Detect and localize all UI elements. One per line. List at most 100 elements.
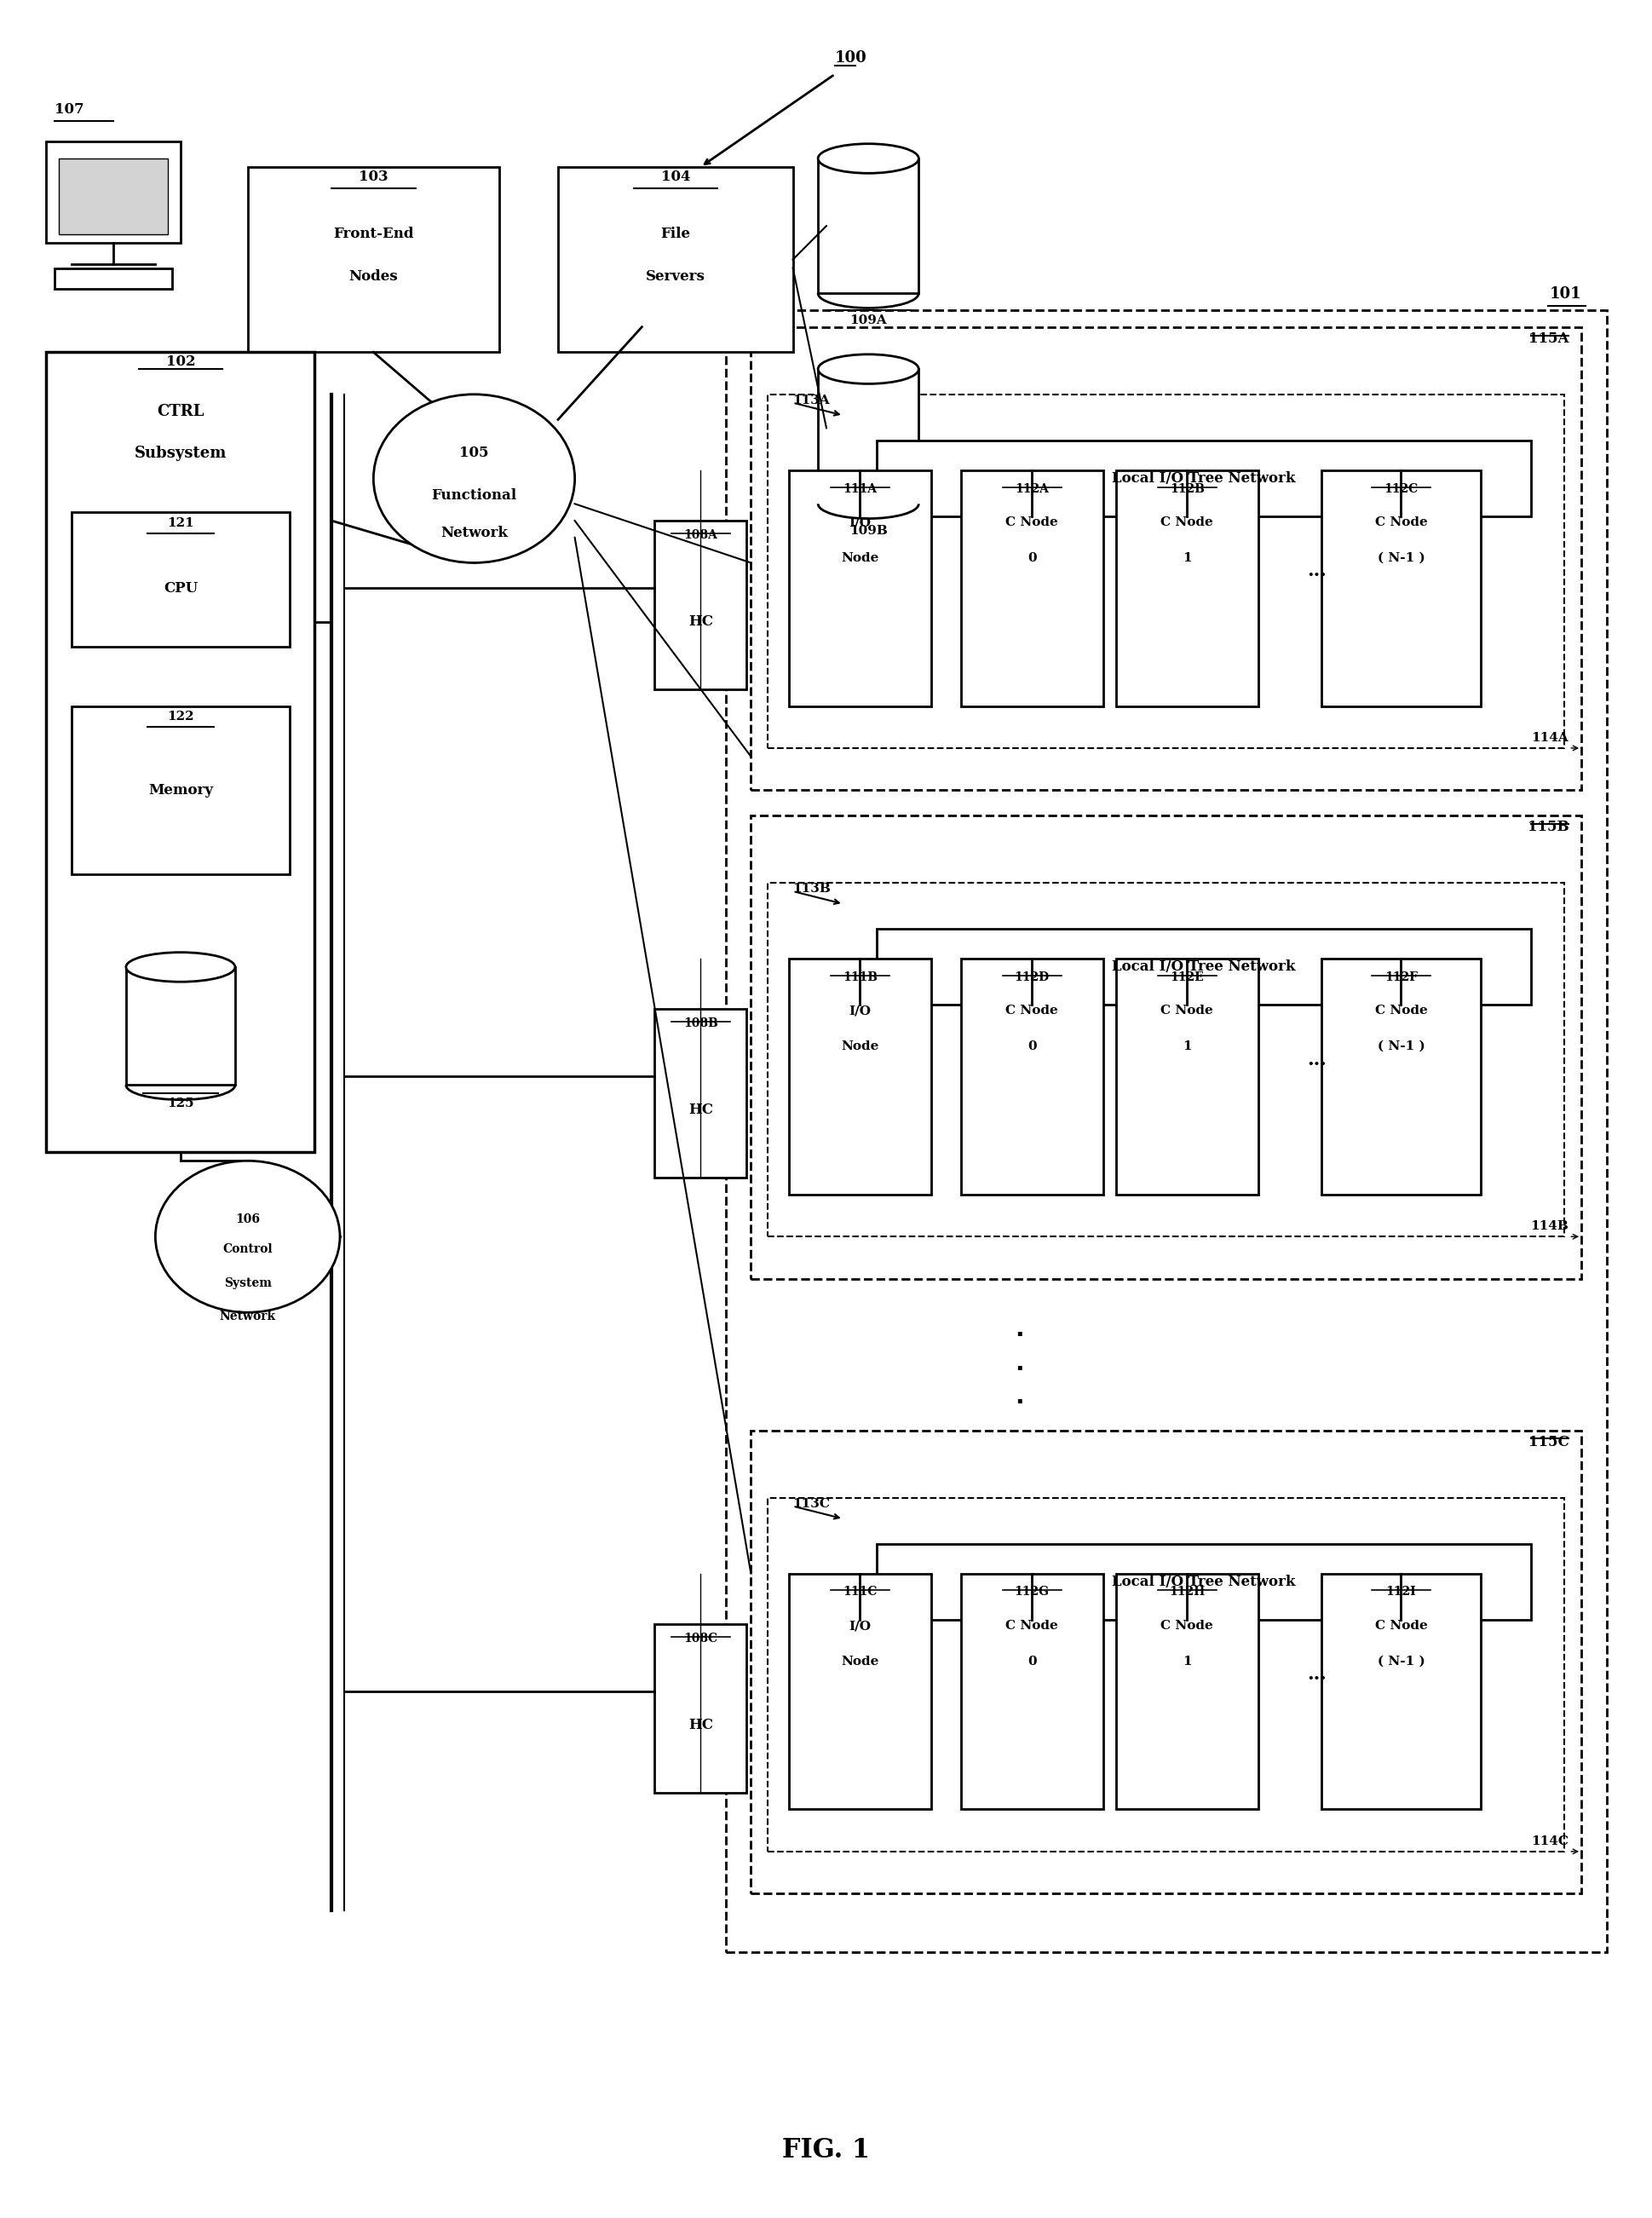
- FancyBboxPatch shape: [818, 368, 919, 503]
- Text: I/O: I/O: [849, 517, 871, 528]
- Ellipse shape: [126, 952, 235, 983]
- FancyBboxPatch shape: [960, 1573, 1104, 1810]
- Text: 112B: 112B: [1170, 484, 1204, 495]
- FancyBboxPatch shape: [248, 166, 499, 353]
- Text: 0: 0: [1028, 1655, 1036, 1668]
- Text: 111C: 111C: [843, 1586, 877, 1599]
- Text: File: File: [661, 226, 691, 242]
- Text: Node: Node: [841, 1040, 879, 1051]
- FancyBboxPatch shape: [788, 958, 932, 1196]
- Text: Network: Network: [441, 526, 507, 541]
- Text: 112H: 112H: [1170, 1586, 1204, 1599]
- FancyBboxPatch shape: [788, 1573, 932, 1810]
- Text: Node: Node: [841, 1655, 879, 1668]
- Text: 112A: 112A: [1014, 484, 1049, 495]
- FancyBboxPatch shape: [654, 1624, 747, 1792]
- FancyBboxPatch shape: [877, 1544, 1531, 1619]
- Text: 113C: 113C: [793, 1497, 831, 1510]
- Text: .: .: [1014, 1351, 1024, 1375]
- Text: 0: 0: [1028, 552, 1036, 563]
- Text: 122: 122: [167, 712, 193, 723]
- Text: FIG. 1: FIG. 1: [783, 2136, 871, 2163]
- Text: 0: 0: [1028, 1040, 1036, 1051]
- FancyBboxPatch shape: [71, 705, 289, 874]
- Text: 112D: 112D: [1014, 971, 1049, 983]
- Text: Servers: Servers: [646, 268, 705, 284]
- Text: HC: HC: [689, 1719, 714, 1732]
- Text: 103: 103: [358, 169, 388, 184]
- Text: 102: 102: [165, 355, 195, 368]
- FancyBboxPatch shape: [1115, 958, 1259, 1196]
- Text: ( N-1 ): ( N-1 ): [1378, 552, 1424, 563]
- Ellipse shape: [818, 355, 919, 384]
- Text: 114A: 114A: [1531, 732, 1569, 743]
- Text: 108A: 108A: [684, 530, 717, 541]
- Text: I/O: I/O: [849, 1005, 871, 1016]
- FancyBboxPatch shape: [59, 157, 169, 235]
- Text: HC: HC: [689, 1102, 714, 1118]
- FancyBboxPatch shape: [654, 1009, 747, 1178]
- Text: Node: Node: [841, 552, 879, 563]
- FancyBboxPatch shape: [654, 521, 747, 690]
- Text: 104: 104: [661, 169, 691, 184]
- Text: ...: ...: [1307, 561, 1327, 581]
- Text: 108B: 108B: [684, 1018, 719, 1029]
- FancyBboxPatch shape: [877, 441, 1531, 517]
- Text: C Node: C Node: [1006, 1005, 1059, 1016]
- FancyBboxPatch shape: [1322, 1573, 1480, 1810]
- Text: Local I/O Tree Network: Local I/O Tree Network: [1112, 470, 1295, 486]
- Text: CTRL: CTRL: [157, 404, 205, 419]
- Text: 111A: 111A: [843, 484, 877, 495]
- Text: System: System: [223, 1278, 271, 1289]
- Text: 100: 100: [834, 51, 867, 67]
- Text: I/O: I/O: [849, 1619, 871, 1632]
- Text: 112C: 112C: [1384, 484, 1417, 495]
- Text: Subsystem: Subsystem: [134, 446, 226, 461]
- Text: 106: 106: [235, 1213, 259, 1227]
- Text: 107: 107: [55, 102, 84, 115]
- Text: Network: Network: [220, 1311, 276, 1322]
- Text: 108C: 108C: [684, 1632, 717, 1644]
- Text: 115C: 115C: [1528, 1435, 1569, 1448]
- Text: 113B: 113B: [793, 883, 831, 894]
- FancyBboxPatch shape: [1115, 1573, 1259, 1810]
- Text: ...: ...: [1307, 1051, 1327, 1069]
- Text: 113A: 113A: [793, 395, 831, 406]
- Text: C Node: C Node: [1006, 517, 1059, 528]
- Text: 115B: 115B: [1528, 821, 1569, 834]
- Text: Nodes: Nodes: [349, 268, 398, 284]
- Text: ( N-1 ): ( N-1 ): [1378, 1040, 1424, 1051]
- Text: 111B: 111B: [843, 971, 877, 983]
- Text: 112G: 112G: [1014, 1586, 1049, 1599]
- FancyBboxPatch shape: [960, 958, 1104, 1196]
- Text: 1: 1: [1183, 1655, 1191, 1668]
- FancyBboxPatch shape: [1322, 958, 1480, 1196]
- Text: .: .: [1014, 1384, 1024, 1408]
- Text: C Node: C Node: [1374, 1005, 1427, 1016]
- Text: 115A: 115A: [1528, 330, 1569, 346]
- Text: 1: 1: [1183, 1040, 1191, 1051]
- Text: C Node: C Node: [1161, 517, 1214, 528]
- Text: 112I: 112I: [1386, 1586, 1416, 1599]
- Ellipse shape: [155, 1160, 340, 1313]
- FancyBboxPatch shape: [46, 142, 180, 242]
- Text: 112F: 112F: [1384, 971, 1417, 983]
- Text: 114C: 114C: [1531, 1834, 1569, 1848]
- Text: 101: 101: [1550, 286, 1581, 302]
- Text: C Node: C Node: [1006, 1619, 1059, 1632]
- Text: 1: 1: [1183, 552, 1191, 563]
- FancyBboxPatch shape: [1115, 470, 1259, 705]
- Ellipse shape: [373, 395, 575, 563]
- Text: C Node: C Node: [1374, 517, 1427, 528]
- Text: Local I/O Tree Network: Local I/O Tree Network: [1112, 960, 1295, 974]
- Text: CPU: CPU: [164, 581, 198, 594]
- Text: C Node: C Node: [1374, 1619, 1427, 1632]
- FancyBboxPatch shape: [877, 929, 1531, 1005]
- Text: C Node: C Node: [1161, 1005, 1214, 1016]
- Text: Functional: Functional: [431, 488, 517, 503]
- Text: Front-End: Front-End: [334, 226, 413, 242]
- Text: Local I/O Tree Network: Local I/O Tree Network: [1112, 1575, 1295, 1588]
- FancyBboxPatch shape: [558, 166, 793, 353]
- Text: Control: Control: [223, 1244, 273, 1255]
- Text: Memory: Memory: [149, 783, 213, 798]
